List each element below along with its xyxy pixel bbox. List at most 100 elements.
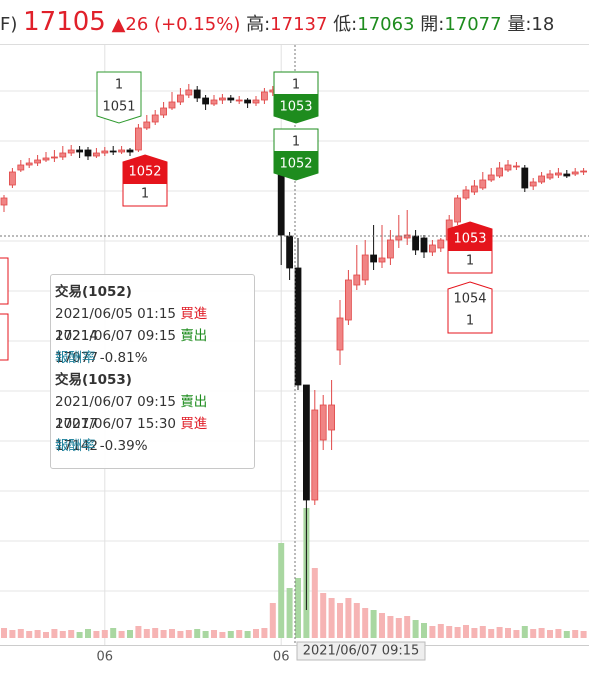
- candle-body: [395, 235, 403, 241]
- candle-body: [277, 169, 285, 236]
- trade-marker: [96, 71, 142, 124]
- label: 高:: [246, 14, 271, 35]
- trade-qty: 1: [115, 78, 123, 93]
- trade-price: 17214: [55, 328, 98, 344]
- candle-body: [8, 171, 16, 186]
- tooltip-return: 報酬率 -0.81%: [55, 347, 254, 369]
- candle-body: [353, 274, 361, 286]
- volume-bar: [446, 626, 453, 638]
- candle-body: [470, 185, 478, 193]
- tooltip-row: 2021/06/07 15:30 買進 17142: [55, 413, 254, 454]
- trade-qty: 1: [141, 187, 149, 202]
- volume-bar: [269, 603, 276, 638]
- candle-body: [294, 267, 302, 386]
- volume-bar: [412, 620, 419, 638]
- candle-body: [571, 171, 579, 175]
- volume-bar: [437, 624, 444, 638]
- trade-qty: 1: [292, 78, 300, 93]
- volume-bar: [563, 631, 570, 638]
- label: 低:: [333, 14, 358, 35]
- volume-bar: [547, 630, 553, 638]
- symbol: F): [0, 14, 18, 35]
- candle-body: [344, 279, 352, 321]
- marker-fragment: [0, 257, 9, 305]
- trade-marker-fill: [274, 94, 318, 123]
- volume-bar: [253, 629, 259, 638]
- trade-time: 2021/06/07 09:15: [55, 328, 177, 344]
- volume-bar: [530, 629, 537, 638]
- change: ▲26 (+0.15%): [111, 14, 241, 35]
- volume-bar: [429, 626, 436, 638]
- candle-body: [563, 173, 571, 177]
- tooltip-title: 交易(1053): [55, 372, 132, 388]
- candle-body: [412, 235, 420, 251]
- candle-body: [311, 409, 319, 501]
- trade-side: 賣出: [180, 328, 208, 344]
- candle-body: [126, 149, 134, 153]
- trade-marker: [447, 281, 493, 334]
- candle-body: [235, 99, 243, 102]
- candle-body: [118, 149, 125, 153]
- candle-body: [336, 317, 344, 351]
- return-value: -0.81%: [99, 350, 148, 366]
- volume-bar: [362, 608, 369, 638]
- volume-bar: [538, 628, 545, 638]
- volume-bar: [160, 630, 167, 638]
- open: 17077: [444, 14, 502, 35]
- volume-bar: [85, 629, 91, 638]
- last-price: 17105: [23, 7, 106, 37]
- candle-body: [93, 152, 100, 157]
- candle-body: [479, 179, 487, 189]
- candle-body: [504, 164, 512, 171]
- trade-time: 2021/06/07 09:15: [55, 394, 177, 410]
- marker-fragment: [0, 313, 9, 361]
- volume-bar: [51, 629, 58, 638]
- candle-body: [538, 175, 545, 183]
- candle-body: [76, 149, 83, 153]
- volume-bar: [379, 613, 385, 638]
- volume-bar: [219, 632, 226, 638]
- tooltip-row: 2021/06/07 09:15 賣出 17077: [55, 325, 254, 366]
- trade-side: 買進: [180, 306, 208, 322]
- trade-id: 1053: [279, 100, 312, 115]
- trade-price: 17142: [55, 438, 98, 454]
- candle-body: [210, 99, 218, 105]
- quote-header: F) 17105 ▲26 (+0.15%) 高:17137 低:17063 開:…: [0, 0, 589, 44]
- volume-bar: [404, 616, 411, 638]
- trade-side: 買進: [180, 416, 208, 432]
- label: 開:: [420, 14, 445, 35]
- candle-body: [25, 162, 33, 166]
- candle-body: [286, 235, 294, 269]
- candle-body: [101, 150, 109, 154]
- trade-qty: 1: [466, 314, 474, 329]
- trade-marker-fill: [123, 155, 167, 184]
- trade-time: 2021/06/07 15:30: [55, 416, 177, 432]
- candle-body: [513, 165, 520, 168]
- x-tick-label: 06: [273, 650, 290, 665]
- volume-bar: [488, 629, 495, 638]
- volume-bar: [118, 631, 125, 638]
- candle-body: [227, 97, 235, 101]
- volume-bar: [295, 578, 301, 638]
- volume-bar: [328, 598, 335, 638]
- volume-bar: [93, 631, 100, 638]
- candle-body: [302, 384, 310, 501]
- return-label: 報酬率: [55, 350, 96, 366]
- candle-body: [487, 174, 495, 181]
- volume-bar: [471, 628, 478, 638]
- tooltip-row: 2021/06/07 09:15 賣出 17077: [55, 391, 254, 432]
- candle-body: [319, 404, 327, 441]
- trade-marker-fill: [274, 151, 318, 180]
- volume-bar: [9, 630, 16, 638]
- trade-id: 1054: [453, 292, 486, 307]
- candle-body: [42, 157, 50, 161]
- candle-body: [168, 101, 176, 109]
- volume-bar: [202, 631, 209, 638]
- volume-bar: [463, 625, 469, 638]
- volume-bar: [345, 598, 352, 638]
- candle-body: [462, 189, 470, 199]
- candle-body: [244, 99, 252, 104]
- trade-price: 17077: [55, 416, 98, 432]
- candle-body: [59, 152, 67, 158]
